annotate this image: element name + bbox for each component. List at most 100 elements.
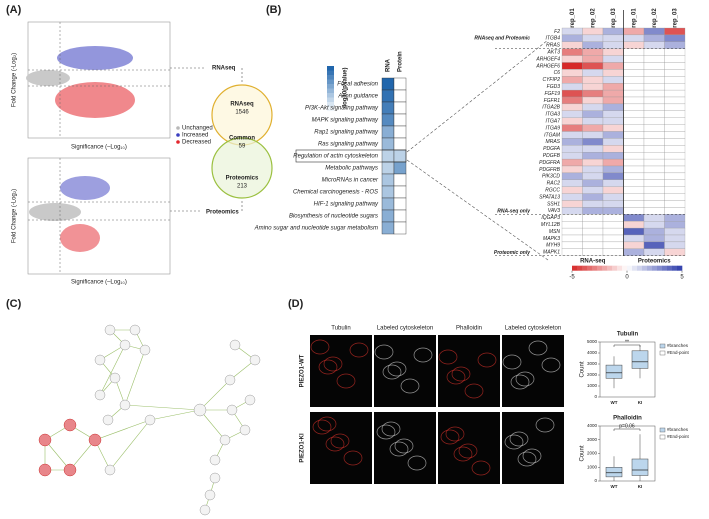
heat-cell xyxy=(664,227,686,236)
venn-label: Proteomics xyxy=(226,176,259,182)
cell-outline xyxy=(312,419,332,435)
pathway-heatmap: RNA Protein Focal adhesion Axon guidance PI3… xyxy=(254,51,407,235)
cell-outline xyxy=(336,373,356,389)
pathway-label: PI3K-Akt signaling pathway xyxy=(305,106,379,112)
gene-label: ITGA2B xyxy=(542,105,560,111)
heat-cell xyxy=(664,214,686,222)
heat-cell xyxy=(561,227,583,236)
heat-cell xyxy=(664,193,686,201)
heat-cell xyxy=(602,124,624,132)
heat-cell xyxy=(623,207,645,215)
heat-cell xyxy=(381,173,395,187)
heat-cell xyxy=(561,69,583,77)
heat-cell xyxy=(623,158,645,167)
image-grid: Tubulin Labeled cytoskeleton Phalloidin Lab… xyxy=(300,326,564,484)
sig-bracket xyxy=(613,428,641,431)
tick-label: 2000 xyxy=(587,451,598,456)
cell-outline xyxy=(318,359,338,375)
pathway-label: Axon guidance xyxy=(337,94,378,100)
legend-label: Increased xyxy=(182,133,208,139)
heat-cell xyxy=(664,27,686,36)
heat-cell xyxy=(582,234,604,243)
heat-cell xyxy=(623,55,645,63)
tick-label: 1000 xyxy=(587,383,598,388)
heat-cell xyxy=(602,179,624,187)
colorbar-step xyxy=(327,84,334,89)
gene-label: MYL12B xyxy=(541,222,561,228)
colorbar-step xyxy=(637,265,643,271)
heat-cell xyxy=(582,145,604,153)
gene-label: CYFIP2 xyxy=(542,77,560,83)
heat-cell xyxy=(381,161,395,175)
pathway-label: Focal adhesion xyxy=(337,82,378,88)
group-label: RNAseq and Proteomic xyxy=(474,36,530,42)
colorbar-step xyxy=(612,265,618,271)
heat-cell xyxy=(643,89,665,98)
column-title: Phalloidin xyxy=(456,326,482,332)
gene-label: ITGA3 xyxy=(546,112,561,118)
heat-cell xyxy=(643,83,665,91)
heat-cell xyxy=(561,41,583,49)
significance: p=0.06 xyxy=(619,423,635,429)
gene-label: ARHGEF4 xyxy=(535,56,560,62)
panel-label: (D) xyxy=(288,298,304,310)
colorbar-step xyxy=(327,70,334,76)
heat-cell xyxy=(561,131,583,139)
heat-cell xyxy=(623,165,645,174)
colorbar-step xyxy=(327,75,334,80)
heat-cell xyxy=(643,241,665,249)
gene-label: MSN xyxy=(549,229,561,235)
gene-label: ITGAM xyxy=(544,132,561,138)
heat-cell xyxy=(602,165,624,174)
heat-cell xyxy=(643,48,665,56)
point-cloud xyxy=(60,224,100,252)
gene-label: PDGFRB xyxy=(539,167,561,173)
heat-cell xyxy=(602,248,624,256)
colorbar-step xyxy=(657,265,663,271)
gene-label: ITGB4 xyxy=(546,36,561,42)
gene-label: RGCC xyxy=(545,187,560,193)
venn-label: Common xyxy=(229,136,255,142)
heat-cell xyxy=(582,96,604,105)
heat-cell xyxy=(393,137,407,151)
heat-cell xyxy=(602,214,624,222)
gene-label: FGFR1 xyxy=(544,98,561,104)
heat-cell xyxy=(664,131,686,139)
heat-cell xyxy=(602,131,624,139)
heat-cell xyxy=(582,186,604,194)
y-label: Count xyxy=(580,445,586,461)
colorbar-step xyxy=(327,79,334,85)
cell-outline xyxy=(451,366,471,382)
heat-cell xyxy=(393,197,407,211)
heat-cell xyxy=(643,110,665,118)
heat-cell xyxy=(623,193,645,201)
colorbar-step xyxy=(602,265,608,271)
heat-cell xyxy=(381,125,395,139)
column-label: rep_02 xyxy=(652,8,658,28)
plot-frame xyxy=(599,341,656,398)
pathway-label: HIF-1 signaling pathway xyxy=(314,202,379,208)
connector xyxy=(170,200,243,212)
heat-cell xyxy=(664,117,686,125)
heat-cell xyxy=(582,76,604,84)
column-title: Labeled cytoskeleton xyxy=(505,326,561,332)
heat-cell xyxy=(643,41,665,49)
heat-cell xyxy=(664,103,686,111)
heat-cell xyxy=(664,221,686,229)
cell-outline xyxy=(510,374,530,390)
pathway-label: Rap1 signaling pathway xyxy=(314,130,379,136)
heat-cell xyxy=(623,241,645,249)
heat-cell xyxy=(664,55,686,63)
heat-cell xyxy=(643,62,665,70)
heat-cell xyxy=(602,110,624,118)
heat-cell xyxy=(643,248,665,256)
heat-cell xyxy=(561,145,583,153)
heat-cell xyxy=(664,241,686,249)
heat-cell xyxy=(602,234,624,243)
point-cloud xyxy=(26,70,70,86)
micrograph xyxy=(502,335,564,407)
gene-label: RAC2 xyxy=(547,181,561,187)
heat-cell xyxy=(643,172,665,180)
heat-cell xyxy=(381,89,395,103)
